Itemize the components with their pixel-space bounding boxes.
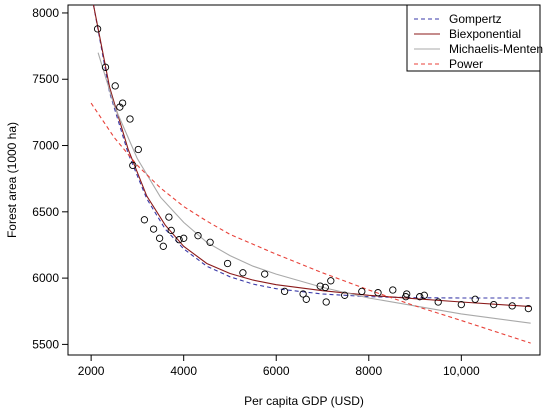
data-point	[302, 295, 310, 303]
y-tick-label: 6500	[32, 205, 59, 219]
data-point	[416, 293, 424, 301]
data-point	[420, 291, 428, 299]
y-tick-label: 8000	[32, 6, 59, 20]
data-point	[140, 216, 149, 224]
y-axis: 5500 6000 6500 7000 7500 8000	[32, 6, 68, 351]
data-point	[159, 242, 167, 250]
y-tick-label: 5500	[32, 337, 59, 351]
data-point	[93, 25, 102, 33]
x-axis-title: Per capita GDP (USD)	[244, 394, 364, 408]
x-tick-label: 8000	[355, 364, 382, 378]
data-point	[118, 99, 127, 107]
y-tick-label: 7000	[32, 139, 59, 153]
legend: GompertzBiexponentialMichaelis-MentenPow…	[406, 4, 543, 72]
data-point	[280, 287, 289, 296]
x-tick-label: 4000	[170, 364, 197, 378]
data-point	[508, 302, 516, 310]
data-point	[155, 234, 164, 242]
data-point	[341, 291, 349, 299]
x-tick-label: 2000	[78, 364, 105, 378]
data-point	[175, 236, 183, 244]
data-point	[316, 282, 324, 290]
data-point	[490, 300, 498, 309]
x-axis: 2000 4000 6000 8000 10,000	[78, 355, 480, 378]
data-point	[194, 232, 202, 240]
curve-power	[90, 102, 531, 344]
y-tick-label: 6000	[32, 271, 59, 285]
data-point	[223, 259, 232, 268]
y-tick-label: 7500	[32, 72, 59, 86]
data-point	[374, 289, 382, 297]
plot-frame	[67, 4, 541, 356]
data-point	[180, 234, 188, 242]
data-point	[165, 213, 173, 221]
legend-label: Michaelis-Menten	[449, 42, 543, 56]
legend-label: Gompertz	[449, 12, 502, 26]
data-point	[321, 283, 329, 292]
observation-points	[93, 25, 533, 313]
data-point	[299, 290, 307, 298]
curve-michaelis-menten	[97, 52, 531, 324]
data-point	[149, 225, 158, 233]
data-point	[434, 298, 442, 306]
data-point	[322, 298, 330, 306]
x-tick-label: 6000	[263, 364, 290, 378]
data-point	[327, 277, 335, 285]
data-point	[389, 286, 397, 294]
data-point	[403, 290, 411, 298]
data-point	[111, 82, 119, 90]
curve-biexponential	[92, 4, 531, 308]
data-point	[261, 270, 269, 278]
legend-label: Power	[449, 57, 483, 71]
data-point	[206, 238, 214, 246]
data-point	[239, 269, 247, 277]
data-point	[101, 63, 110, 71]
data-point	[457, 300, 465, 309]
x-tick-label: 10,000	[443, 364, 480, 378]
data-point	[471, 295, 479, 303]
legend-label: Biexponential	[449, 27, 521, 41]
legend-box	[406, 4, 541, 72]
data-point	[524, 304, 533, 313]
data-point	[134, 145, 142, 154]
y-axis-title: Forest area (1000 ha)	[5, 122, 19, 238]
data-point	[167, 226, 175, 235]
data-point	[129, 161, 137, 170]
data-point	[126, 115, 134, 123]
data-point	[358, 287, 366, 296]
